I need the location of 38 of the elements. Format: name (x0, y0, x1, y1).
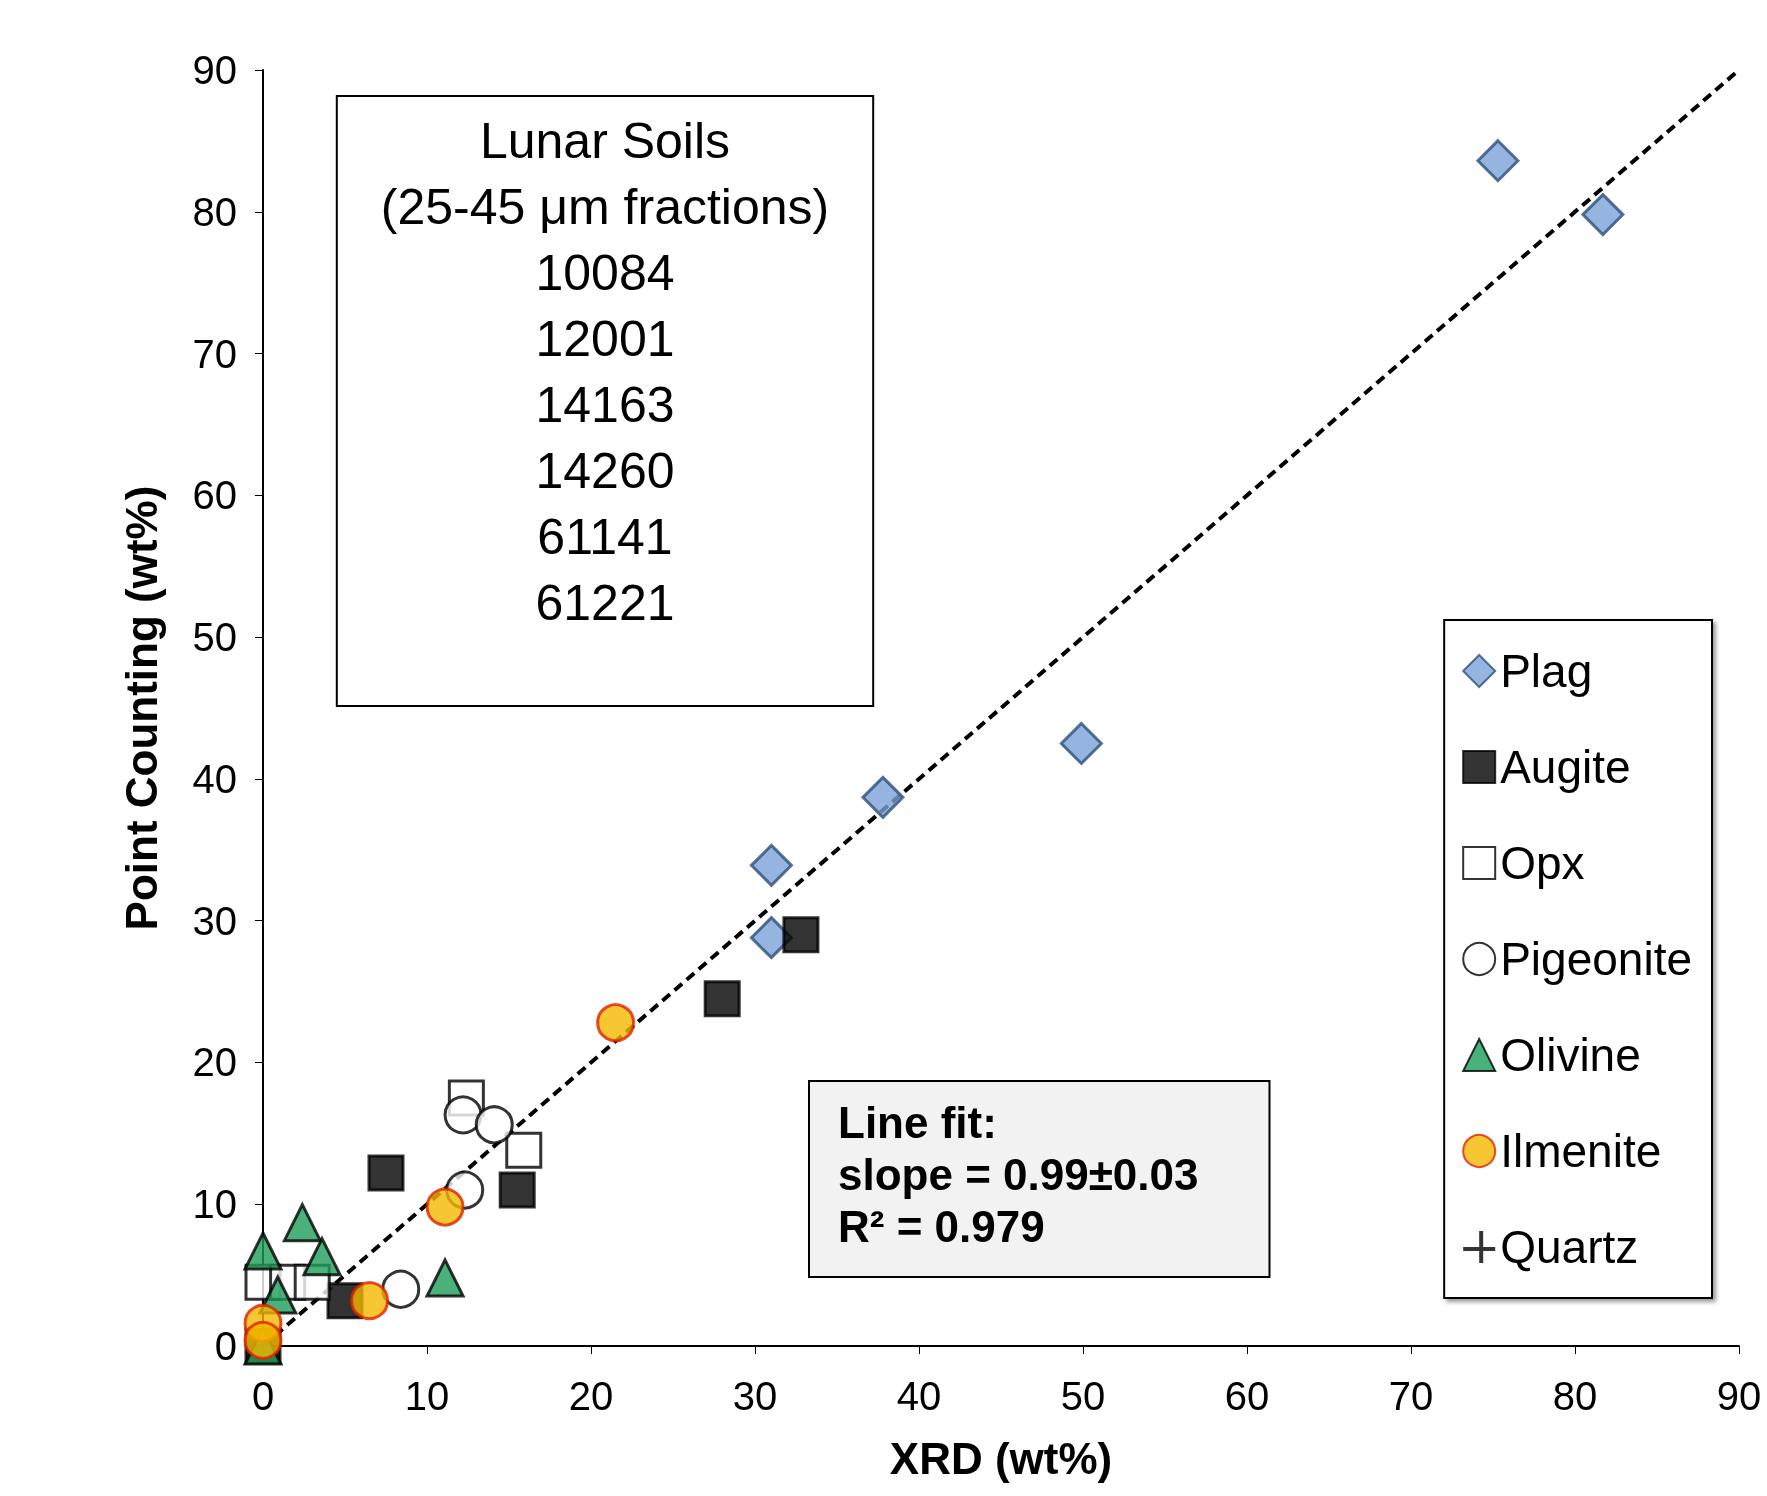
y-tick-label: 40 (192, 756, 237, 801)
annotation: Lunar Soils (479, 113, 731, 169)
x-tick-label: 90 (1716, 1374, 1762, 1418)
annotation: 14260 (535, 443, 675, 499)
y-tick-label: 50 (192, 615, 237, 660)
y-tick-label: 60 (192, 473, 237, 518)
y-tick-label: 90 (192, 48, 237, 92)
annotation: 61141 (537, 509, 673, 565)
x-tick-label: 0 (251, 1374, 275, 1418)
x-tick-label: 30 (732, 1374, 778, 1418)
y-tick-label: 20 (192, 1040, 237, 1085)
annotation: Line fit: slope = 0.99±0.03 R² = 0.979 (838, 1097, 1199, 1251)
annotation: (25-45 μm fractions) (380, 179, 830, 235)
annotation: 61221 (535, 575, 675, 631)
y-tick-label: 30 (192, 898, 237, 943)
y-axis-title: Point Counting (wt%) (116, 485, 166, 931)
legend-label: Opx (1500, 837, 1585, 889)
legend-label: Pigeonite (1500, 933, 1693, 985)
y-tick-label: 10 (192, 1182, 237, 1227)
annotation: 12001 (535, 311, 675, 367)
x-tick-label: 50 (1060, 1374, 1106, 1418)
legend-label: Augite (1500, 741, 1631, 793)
legend-label: Ilmenite (1500, 1125, 1662, 1177)
annotation: 10084 (535, 245, 675, 301)
legend-label: Olivine (1500, 1029, 1641, 1081)
x-tick-label: 60 (1224, 1374, 1270, 1418)
x-tick-label: 40 (896, 1374, 942, 1418)
x-tick-label: 70 (1388, 1374, 1434, 1418)
y-tick-label: 80 (192, 189, 237, 234)
annotation: 14163 (535, 377, 675, 433)
x-axis-title: XRD (wt%) (889, 1433, 1113, 1483)
x-tick-label: 20 (568, 1374, 614, 1418)
x-tick-label: 10 (404, 1374, 450, 1418)
x-tick-label: 80 (1552, 1374, 1598, 1418)
y-tick-label: 70 (192, 331, 237, 376)
y-tick-label: 0 (214, 1324, 237, 1368)
legend-label: Quartz (1500, 1221, 1639, 1273)
legend-label: Plag (1500, 645, 1593, 697)
